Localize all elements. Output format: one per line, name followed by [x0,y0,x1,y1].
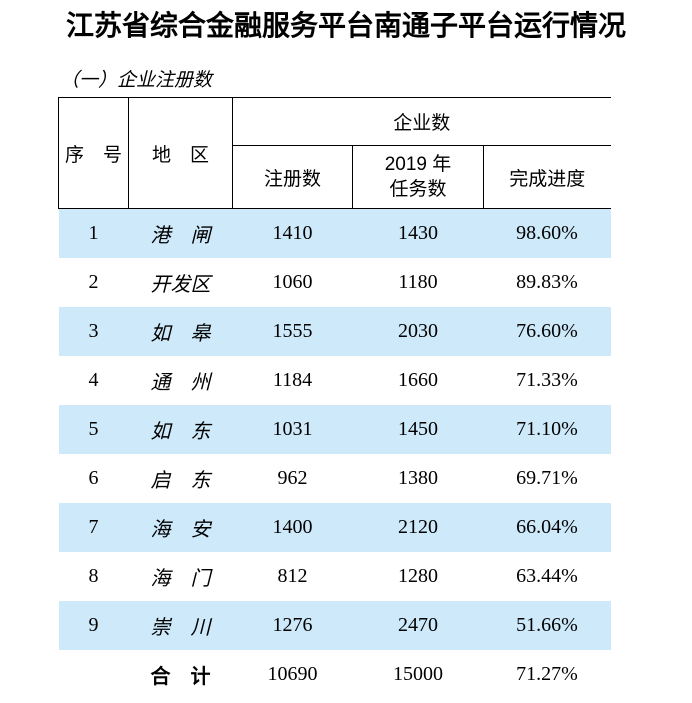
table-row: 1 港 闸 1410 1430 98.60% [58,208,611,259]
cell-task: 1180 [398,271,438,294]
cell-task: 1450 [352,405,484,455]
cell-registered: 1410 [232,208,353,259]
cell-progress: 76.60% [483,307,611,357]
table-row: 7 海 安 1400 2120 66.04% [58,503,611,553]
table-body: 1 港 闸 1410 1430 98.60% 2 开发区 1060 1180 8… [58,208,611,700]
header-task-line2: 任务数 [389,179,447,201]
cell-seq: 2 [88,271,99,294]
table-row: 9 崇 川 1276 2470 51.66% [58,601,611,651]
cell-progress: 66.04% [483,503,611,553]
cell-progress: 51.66% [483,601,611,651]
cell-task: 1380 [398,467,438,490]
cell-registered: 1555 [232,307,353,357]
cell-progress-total: 71.27% [516,663,578,686]
cell-registered: 1031 [232,405,353,455]
header-region: 地 区 [128,97,233,210]
cell-progress: 98.60% [483,208,611,259]
header-registered: 注册数 [232,145,353,210]
cell-region: 如 皋 [128,307,233,357]
cell-seq: 3 [58,307,129,357]
cell-registered: 812 [277,565,308,588]
cell-registered: 1400 [232,503,353,553]
table-row: 2 开发区 1060 1180 89.83% [59,258,611,307]
cell-seq: 1 [58,208,129,259]
table-row: 8 海 门 812 1280 63.44% [59,552,611,601]
cell-progress: 71.10% [483,405,611,455]
cell-seq [59,650,129,699]
table-total-row: 合 计 10690 15000 71.27% [59,650,611,699]
table-row: 4 通 州 1184 1660 71.33% [59,356,611,405]
cell-seq: 6 [88,467,99,490]
table-header: 序 号 地 区 企业数 注册数 2019 年 任务数 完成进度 [58,97,611,210]
cell-seq: 8 [88,565,99,588]
header-sub-row: 注册数 2019 年 任务数 完成进度 [59,145,611,210]
header-task-line1: 2019 年 [384,153,452,175]
cell-registered: 1184 [272,369,313,392]
cell-task: 1280 [398,565,438,588]
cell-seq: 5 [58,405,129,455]
cell-registered: 1060 [272,271,313,294]
cell-region: 港 闸 [128,208,233,259]
cell-seq: 4 [88,369,99,392]
cell-progress: 89.83% [516,271,578,294]
cell-registered: 962 [277,467,308,490]
cell-seq: 7 [58,503,129,553]
header-progress: 完成进度 [483,145,611,210]
header-task-2019: 2019 年 任务数 [352,145,484,210]
section-label: （一）企业注册数 [60,70,213,92]
cell-region: 海 门 [150,568,211,591]
cell-task-total: 15000 [393,663,443,686]
cell-task: 2030 [352,307,484,357]
enterprise-registration-table: 序 号 地 区 企业数 注册数 2019 年 任务数 完成进度 1 港 闸 14… [58,97,611,699]
page-title: 江苏省综合金融服务平台南通子平台运行情况 [65,10,626,41]
table-row: 3 如 皋 1555 2030 76.60% [58,307,611,357]
table-row: 6 启 东 962 1380 69.71% [59,454,611,503]
cell-region-total-label: 合 计 [150,666,211,689]
cell-task: 1430 [352,208,484,259]
cell-progress: 71.33% [516,369,578,392]
cell-seq: 9 [58,601,129,651]
cell-region: 如 东 [128,405,233,455]
header-group-row: 序 号 地 区 企业数 [58,97,611,210]
cell-registered-total: 10690 [267,663,318,686]
cell-progress: 69.71% [516,467,578,490]
header-enterprise-count-group: 企业数 [232,97,611,147]
cell-task: 1660 [398,369,438,392]
cell-region: 开发区 [150,274,211,297]
cell-task: 2470 [352,601,484,651]
cell-region: 海 安 [128,503,233,553]
cell-region: 崇 川 [128,601,233,651]
table-row: 5 如 东 1031 1450 71.10% [58,405,611,455]
cell-registered: 1276 [232,601,353,651]
cell-region: 通 州 [150,372,211,395]
header-seq: 序 号 [58,97,129,210]
cell-region: 启 东 [150,470,211,493]
cell-task: 2120 [352,503,484,553]
cell-progress: 63.44% [516,565,578,588]
